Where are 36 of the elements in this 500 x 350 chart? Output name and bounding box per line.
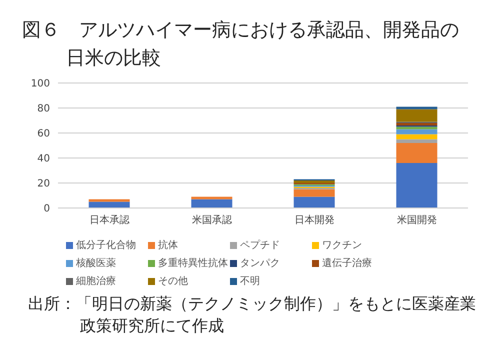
legend-label: 抗体 xyxy=(158,238,178,252)
y-tick-label: 0 xyxy=(44,204,50,215)
bar xyxy=(396,109,438,122)
bar xyxy=(396,143,438,163)
legend-label: 多重特異性抗体 xyxy=(158,256,228,270)
bar xyxy=(396,106,438,110)
y-tick-label: 100 xyxy=(30,78,50,90)
x-tick-label: 日本承認 xyxy=(89,214,130,226)
legend-label: 低分子化合物 xyxy=(76,239,136,252)
bar xyxy=(396,139,438,143)
legend-label: ワクチン xyxy=(322,239,362,252)
bar xyxy=(191,199,232,208)
legend-label: ペプチド xyxy=(240,238,280,252)
bar xyxy=(294,189,335,197)
bar xyxy=(396,129,438,134)
chart-title: 図６ アルツハイマー病における承認品、開発品の日米の比較 xyxy=(22,18,460,71)
legend-label: 細胞治療 xyxy=(76,274,116,288)
y-tick-label: 60 xyxy=(37,128,50,140)
bar xyxy=(396,126,438,130)
x-tick-label: 米国開発 xyxy=(396,214,437,226)
legend-label: タンパク xyxy=(240,257,280,270)
x-tick-label: 日本開発 xyxy=(294,214,334,226)
bar xyxy=(88,199,130,202)
bar xyxy=(294,196,335,208)
bar xyxy=(396,163,438,208)
legend-label: 遺伝子治療 xyxy=(322,256,372,270)
legend-label: 不明 xyxy=(240,275,260,288)
text: 出所：「明日の新薬（テクノミック制作）」をもとに医薬産業政策研究所にて作成 xyxy=(28,293,477,337)
x-tick-label: 米国承認 xyxy=(192,214,232,226)
legend-label: 核酸医薬 xyxy=(76,256,116,270)
y-tick-label: 20 xyxy=(37,178,50,190)
bar xyxy=(396,134,438,140)
bar xyxy=(191,196,232,200)
y-tick-label: 40 xyxy=(37,154,50,165)
legend-label: その他 xyxy=(158,275,188,288)
y-tick-label: 80 xyxy=(37,104,50,115)
